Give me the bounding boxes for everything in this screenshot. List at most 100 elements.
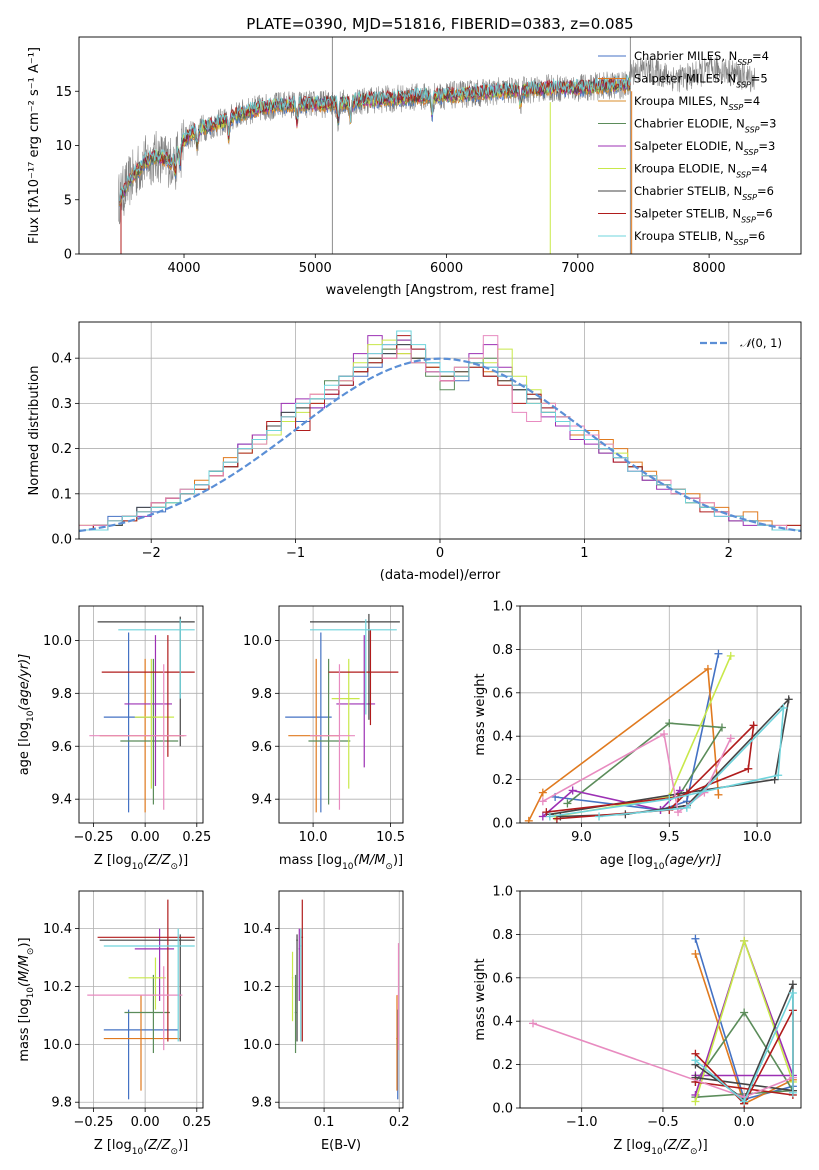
y-tick-label: 10.0 xyxy=(43,1038,72,1053)
y-tick-label: 0.4 xyxy=(492,1015,513,1030)
axes-frame xyxy=(278,890,404,1109)
y-tick-label: 0.2 xyxy=(492,773,513,788)
weight-line-3 xyxy=(694,938,795,1096)
legend-entry-text: Kroupa STELIB, N xyxy=(634,229,734,243)
errorbar-point-6 xyxy=(328,629,399,726)
panel-4-marks xyxy=(524,649,793,823)
errorbar-point-3 xyxy=(298,928,301,1001)
y-tick-label: 9.4 xyxy=(51,793,72,808)
x-axis-label-part: (Z/Z xyxy=(143,853,171,868)
x-tick-label: 0.2 xyxy=(389,1115,410,1130)
axes-frame xyxy=(78,321,802,540)
x-axis-label-part: 10 xyxy=(132,862,144,872)
errorbar-point-2 xyxy=(294,974,297,1054)
panel-5-marks xyxy=(87,899,195,1100)
x-axis-label: E(B-V) xyxy=(321,1138,361,1153)
legend-entry-sub: SSP xyxy=(729,103,744,112)
y-tick-label: 0.6 xyxy=(492,686,513,701)
plus-marker xyxy=(740,1008,749,1017)
plus-marker xyxy=(563,799,572,808)
y-tick-label: 0.0 xyxy=(492,817,513,832)
plus-marker xyxy=(538,788,547,797)
panel-2-marks xyxy=(89,616,195,813)
plus-marker xyxy=(726,734,735,743)
errorbar-point-4 xyxy=(128,957,166,1010)
errorbar-point-7 xyxy=(397,943,400,1051)
plus-marker xyxy=(665,719,674,728)
plus-marker xyxy=(542,808,551,817)
x-tick-label: −1.0 xyxy=(566,1115,598,1130)
y-axis-label-part: 10 xyxy=(26,987,36,999)
legend-entry-sub: SSP xyxy=(741,215,756,224)
y-tick-label: 0.8 xyxy=(492,643,513,658)
plus-marker xyxy=(770,775,779,784)
plus-marker xyxy=(691,1097,700,1106)
x-tick-label: −2 xyxy=(142,546,161,561)
legend-entry: Kroupa STELIB, NSSP=6 xyxy=(634,229,765,247)
legend-entry: Salpeter ELODIE, NSSP=3 xyxy=(634,139,775,157)
x-axis-label-part: (age/yr)] xyxy=(664,853,721,868)
x-tick-label: −1 xyxy=(286,546,305,561)
y-tick-label: 9.8 xyxy=(251,687,272,702)
errorbar-point-7 xyxy=(310,664,355,810)
errorbar-point-7 xyxy=(87,966,183,1051)
x-tick-label: 9.5 xyxy=(659,830,680,845)
x-axis-label: (data-model)/error xyxy=(380,568,501,583)
y-axis-label: age [log10(age/yr)] xyxy=(17,654,36,776)
x-axis-label-part: (Z/Z xyxy=(143,1138,171,1153)
x-tick-label: 10.0 xyxy=(743,830,772,845)
x-tick-label: 9.0 xyxy=(571,830,592,845)
weight-line-1 xyxy=(528,667,720,822)
errorbar-point-5 xyxy=(296,934,298,1042)
plus-marker xyxy=(528,1019,537,1028)
legend-entry-count: =4 xyxy=(751,162,768,176)
y-axis-label: Normed distribution xyxy=(27,366,42,496)
plus-marker xyxy=(714,790,723,799)
legend-entry: Chabrier STELIB, NSSP=6 xyxy=(634,184,774,202)
x-tick-label: 0.00 xyxy=(131,1115,160,1130)
errorbar-point-8 xyxy=(103,928,195,1042)
legend-entry-text: Chabrier ELODIE, N xyxy=(634,117,745,131)
x-axis-label-part: (M/M xyxy=(354,853,386,868)
y-tick-label: 0.6 xyxy=(492,971,513,986)
axes-frame xyxy=(519,605,802,824)
errorbar-point-1 xyxy=(103,995,181,1091)
y-tick-label: 0.4 xyxy=(492,730,513,745)
errorbar-point-0 xyxy=(285,632,332,813)
x-axis-label-part: ⊙ xyxy=(170,1147,178,1157)
legend-entry: Salpeter STELIB, NSSP=6 xyxy=(634,207,773,225)
x-axis-label-part: ⊙ xyxy=(170,862,178,872)
legend-entry-count: =6 xyxy=(756,207,773,221)
y-tick-label: 0.0 xyxy=(492,1102,513,1117)
plus-marker xyxy=(545,812,554,821)
plus-marker xyxy=(674,808,683,817)
legend-entry-sub: SSP xyxy=(742,193,757,202)
errorbar-point-8 xyxy=(118,619,195,699)
plus-marker xyxy=(691,949,700,958)
plus-marker xyxy=(717,723,726,732)
legend-entry-sub: SSP xyxy=(734,238,749,247)
y-tick-label: 10.4 xyxy=(43,922,72,937)
x-tick-label: −0.25 xyxy=(74,830,114,845)
x-axis-label-part: Z [log xyxy=(94,853,132,868)
x-tick-label: 5000 xyxy=(299,261,332,276)
x-axis-label-part: 10 xyxy=(651,1147,663,1157)
legend-entry-sub: SSP xyxy=(736,170,751,179)
legend-entry: Kroupa ELODIE, NSSP=4 xyxy=(634,162,768,180)
errorbar-point-8 xyxy=(300,928,302,1042)
x-axis-label-part: age [log xyxy=(600,853,653,868)
x-axis-label: mass [log10(M/M⊙)] xyxy=(279,853,403,872)
x-axis-label: age [log10(age/yr)] xyxy=(600,853,722,872)
plus-marker xyxy=(740,936,749,945)
legend-entry-count: =3 xyxy=(758,139,775,153)
legend-entry: Chabrier MILES, NSSP=4 xyxy=(634,49,769,67)
x-tick-label: 10.0 xyxy=(299,830,328,845)
x-tick-label: 6000 xyxy=(430,261,463,276)
axes-frame xyxy=(78,605,204,824)
y-tick-label: 0.3 xyxy=(51,397,72,412)
plus-marker xyxy=(691,934,700,943)
legend-entry-text: Kroupa MILES, N xyxy=(634,94,729,108)
legend-entry-sub: SSP xyxy=(736,80,751,89)
y-tick-label: 0.4 xyxy=(51,352,72,367)
